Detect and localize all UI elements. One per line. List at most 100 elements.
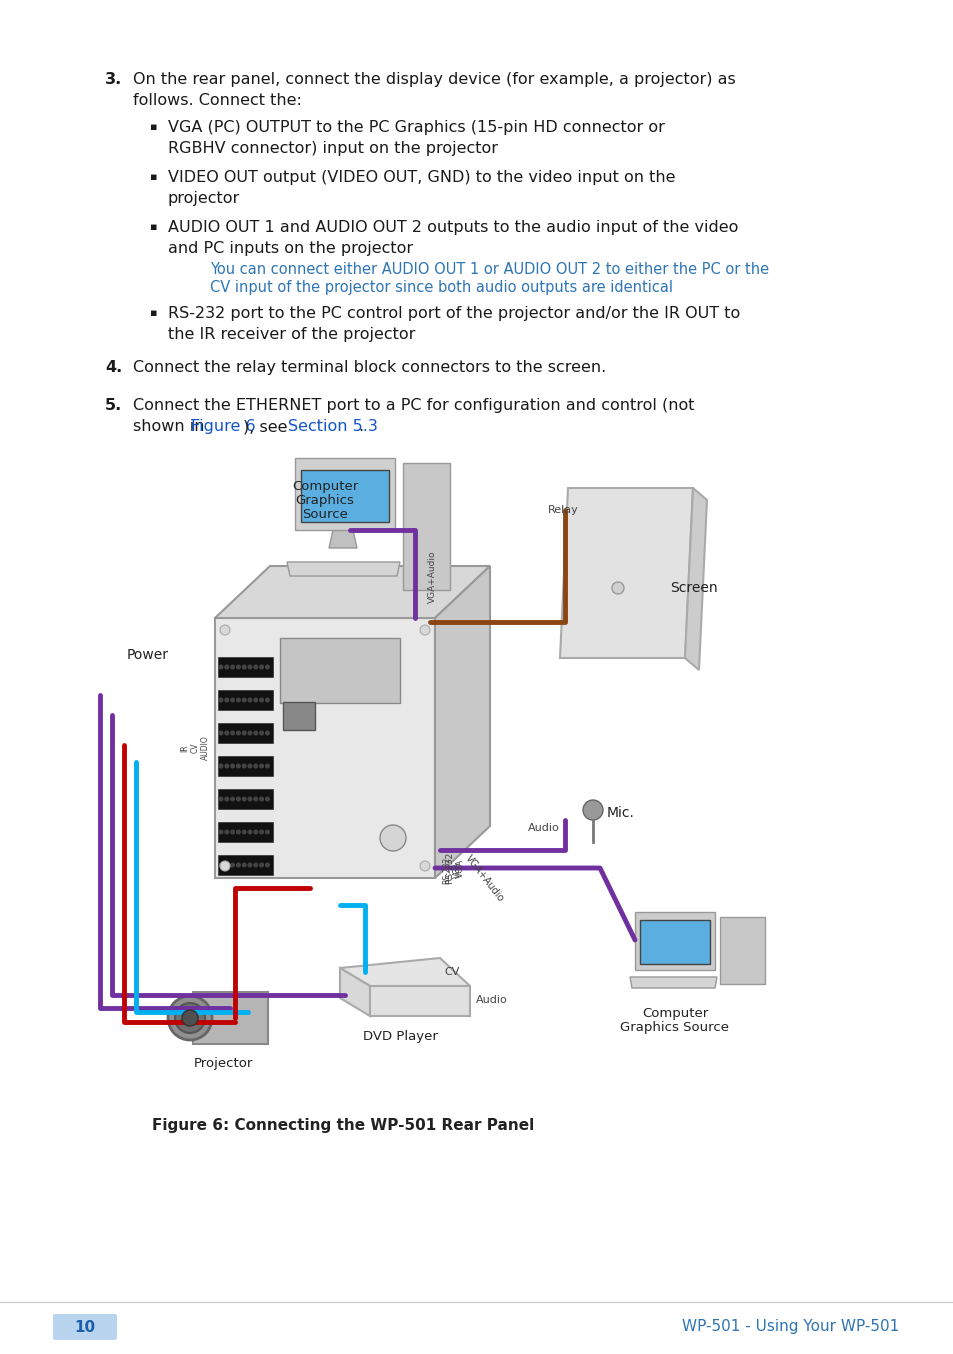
- Circle shape: [253, 731, 257, 735]
- Circle shape: [248, 764, 252, 768]
- Text: On the rear panel, connect the display device (for example, a projector) as: On the rear panel, connect the display d…: [132, 72, 735, 87]
- Circle shape: [220, 626, 230, 635]
- Circle shape: [265, 830, 269, 834]
- Polygon shape: [370, 986, 470, 1016]
- Text: Figure 6: Figure 6: [191, 418, 255, 435]
- Circle shape: [231, 665, 234, 669]
- Text: 4.: 4.: [105, 360, 122, 375]
- Circle shape: [248, 864, 252, 867]
- Bar: [639, 919, 709, 964]
- Text: 3.: 3.: [105, 72, 122, 87]
- Bar: [280, 638, 399, 703]
- Circle shape: [248, 830, 252, 834]
- Circle shape: [612, 582, 623, 594]
- Polygon shape: [287, 562, 399, 575]
- Circle shape: [231, 764, 234, 768]
- Text: ▪: ▪: [150, 122, 157, 131]
- Text: RS-232: RS-232: [442, 856, 451, 884]
- Circle shape: [225, 699, 229, 701]
- Polygon shape: [635, 913, 714, 969]
- Circle shape: [242, 798, 246, 800]
- Circle shape: [182, 1010, 198, 1026]
- Circle shape: [219, 764, 223, 768]
- Circle shape: [259, 864, 263, 867]
- Bar: [218, 691, 273, 709]
- Circle shape: [242, 699, 246, 701]
- Bar: [283, 701, 314, 730]
- Circle shape: [236, 864, 240, 867]
- Text: projector: projector: [168, 191, 240, 206]
- Circle shape: [419, 861, 430, 871]
- Circle shape: [236, 798, 240, 800]
- Polygon shape: [329, 529, 356, 548]
- Polygon shape: [193, 992, 268, 1044]
- Circle shape: [242, 731, 246, 735]
- Text: Connect the ETHERNET port to a PC for configuration and control (not: Connect the ETHERNET port to a PC for co…: [132, 398, 694, 413]
- Circle shape: [379, 825, 406, 852]
- Text: Section 5.3: Section 5.3: [288, 418, 377, 435]
- Polygon shape: [402, 463, 450, 590]
- Circle shape: [265, 764, 269, 768]
- Circle shape: [225, 764, 229, 768]
- Bar: [301, 470, 389, 523]
- Circle shape: [265, 798, 269, 800]
- Circle shape: [253, 864, 257, 867]
- Text: Screen: Screen: [670, 581, 717, 594]
- Text: Audio: Audio: [476, 995, 507, 1005]
- Text: WP-501 - Using Your WP-501: WP-501 - Using Your WP-501: [681, 1320, 898, 1335]
- Circle shape: [259, 665, 263, 669]
- Circle shape: [225, 731, 229, 735]
- Circle shape: [219, 798, 223, 800]
- Circle shape: [265, 699, 269, 701]
- Circle shape: [231, 731, 234, 735]
- Text: Power: Power: [127, 649, 169, 662]
- Circle shape: [231, 864, 234, 867]
- Circle shape: [236, 830, 240, 834]
- Text: VGA: VGA: [452, 861, 461, 879]
- Circle shape: [225, 830, 229, 834]
- Circle shape: [259, 699, 263, 701]
- Text: ), see: ), see: [242, 418, 292, 435]
- Circle shape: [242, 830, 246, 834]
- Bar: [218, 756, 273, 776]
- Circle shape: [265, 864, 269, 867]
- Circle shape: [265, 731, 269, 735]
- Polygon shape: [339, 959, 470, 986]
- Text: Relay: Relay: [547, 505, 578, 515]
- Polygon shape: [294, 458, 395, 529]
- Text: VGA+Audio: VGA+Audio: [427, 551, 436, 604]
- Text: Connect the relay terminal block connectors to the screen.: Connect the relay terminal block connect…: [132, 360, 605, 375]
- Circle shape: [253, 798, 257, 800]
- Polygon shape: [720, 917, 764, 984]
- Circle shape: [219, 864, 223, 867]
- Circle shape: [220, 861, 230, 871]
- Circle shape: [174, 1003, 205, 1033]
- Text: ▪: ▪: [150, 222, 157, 232]
- Text: CV: CV: [191, 743, 199, 753]
- Circle shape: [242, 764, 246, 768]
- Circle shape: [225, 665, 229, 669]
- Text: and PC inputs on the projector: and PC inputs on the projector: [168, 241, 413, 256]
- Text: Figure 6: Connecting the WP-501 Rear Panel: Figure 6: Connecting the WP-501 Rear Pan…: [152, 1118, 534, 1133]
- Polygon shape: [629, 978, 717, 988]
- Text: VIDEO OUT output (VIDEO OUT, GND) to the video input on the: VIDEO OUT output (VIDEO OUT, GND) to the…: [168, 171, 675, 185]
- Text: the IR receiver of the projector: the IR receiver of the projector: [168, 328, 415, 343]
- Polygon shape: [214, 566, 490, 617]
- Text: IR: IR: [180, 745, 190, 751]
- Text: VGA (PC) OUTPUT to the PC Graphics (15-pin HD connector or: VGA (PC) OUTPUT to the PC Graphics (15-p…: [168, 121, 664, 135]
- Bar: [218, 822, 273, 842]
- Text: VGA: VGA: [455, 858, 464, 877]
- Text: Computer: Computer: [292, 481, 357, 493]
- Text: CV input of the projector since both audio outputs are identical: CV input of the projector since both aud…: [210, 280, 672, 295]
- Text: Mic.: Mic.: [606, 806, 634, 821]
- Circle shape: [242, 864, 246, 867]
- Circle shape: [265, 665, 269, 669]
- Text: Projector: Projector: [193, 1057, 253, 1070]
- Text: shown in: shown in: [132, 418, 210, 435]
- Text: Audio: Audio: [528, 823, 559, 833]
- Text: 5.: 5.: [105, 398, 122, 413]
- Text: AUDIO OUT 1 and AUDIO OUT 2 outputs to the audio input of the video: AUDIO OUT 1 and AUDIO OUT 2 outputs to t…: [168, 219, 738, 236]
- Text: You can connect either AUDIO OUT 1 or AUDIO OUT 2 to either the PC or the: You can connect either AUDIO OUT 1 or AU…: [210, 263, 768, 278]
- Text: RS-232: RS-232: [445, 852, 454, 884]
- Circle shape: [219, 731, 223, 735]
